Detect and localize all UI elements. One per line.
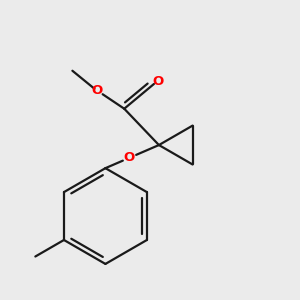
Text: O: O [152,75,164,88]
Text: O: O [92,84,103,97]
Text: O: O [124,151,135,164]
